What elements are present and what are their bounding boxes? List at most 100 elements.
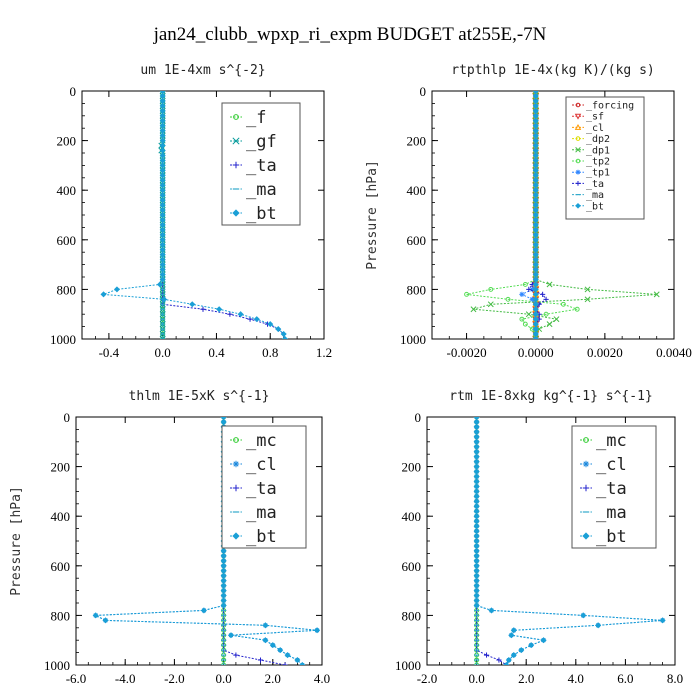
y-axis-label: Pressure [hPa] [9, 486, 24, 596]
series-bt [532, 91, 539, 339]
data-point [584, 296, 591, 303]
y-tick-label: 600 [402, 559, 422, 574]
legend-item: _f [230, 108, 266, 128]
legend-marker [575, 147, 581, 153]
data-point [503, 661, 510, 665]
data-point [262, 622, 269, 629]
legend: _mc _cl _ta _ma _bt [221, 425, 307, 549]
data-point [540, 637, 547, 644]
data-point [532, 335, 539, 339]
y-tick-label: 200 [51, 460, 71, 475]
legend: _f _gf _ta _ma _bt [221, 102, 301, 226]
data-point [253, 316, 260, 323]
data-point [113, 286, 120, 293]
data-point [464, 291, 470, 297]
data-point [275, 326, 282, 333]
y-tick-label: 600 [51, 559, 71, 574]
legend-item: _bt [230, 204, 277, 224]
y-tick-label: 200 [402, 460, 422, 475]
data-point [584, 286, 591, 293]
data-point [505, 296, 511, 302]
panel-title: thlm 1E-5xK s^{-1} [129, 389, 270, 404]
chart-panel-2: rtpthlp 1E-4x(kg K)/(kg s) Pressure [hPa]… [365, 63, 692, 360]
x-tick-label: 0.0 [155, 345, 171, 360]
legend-marker [582, 460, 590, 468]
legend-item: _sf [572, 112, 604, 123]
data-point [281, 335, 289, 339]
panel-title: rtm 1E-8xkg kg^{-1} s^{-1} [449, 389, 653, 404]
legend-label: _f [246, 108, 266, 128]
y-tick-label: 0 [64, 410, 71, 425]
x-tick-label: 0.0020 [587, 345, 623, 360]
x-tick-label: 6.0 [617, 671, 633, 686]
legend-item: _dp2 [572, 134, 610, 145]
data-point [519, 316, 525, 322]
data-point [156, 281, 164, 288]
legend-item: _cl [572, 123, 604, 134]
y-tick-label: 600 [407, 233, 427, 248]
x-tick-label: 4.0 [568, 671, 584, 686]
x-tick-label: -2.0 [164, 671, 185, 686]
x-tick-label: 0.4 [208, 345, 225, 360]
legend-marker [232, 209, 240, 217]
data-point [159, 336, 166, 339]
legend-label: _bt [246, 527, 277, 547]
data-point [525, 311, 532, 318]
y-tick-label: 400 [402, 509, 422, 524]
data-point [528, 642, 535, 649]
data-point [505, 657, 512, 664]
series-line [476, 417, 507, 665]
legend-item: _ma [230, 180, 277, 200]
y-tick-label: 0 [70, 84, 77, 99]
series-group [100, 91, 289, 339]
data-point [216, 306, 223, 313]
x-tick-label: 0.0 [468, 671, 484, 686]
data-point [488, 607, 495, 614]
y-tick-label: 400 [57, 183, 77, 198]
legend-label: _cl [596, 455, 627, 475]
legend-item: _mc [580, 431, 627, 451]
y-tick-label: 400 [407, 183, 427, 198]
x-tick-label: 2.0 [265, 671, 281, 686]
data-point [595, 622, 602, 629]
data-point [282, 662, 288, 665]
legend-label: _tp2 [586, 157, 610, 168]
series-bt [100, 91, 289, 339]
legend-label: _dp1 [586, 145, 610, 156]
legend-marker [582, 532, 590, 540]
data-point [257, 657, 264, 663]
series-bt [473, 417, 666, 665]
legend-item: _ma [572, 190, 604, 201]
data-point [100, 291, 107, 298]
data-point [227, 311, 233, 317]
data-point [487, 301, 494, 308]
data-point [160, 296, 168, 303]
data-point [189, 301, 196, 308]
data-point [280, 331, 287, 338]
legend-label: _ta [596, 479, 627, 499]
legend-box [221, 102, 301, 226]
legend-item: _ta [572, 179, 604, 190]
legend-label: _ma [586, 190, 604, 201]
legend-label: _bt [596, 527, 627, 547]
legend-label: _ta [246, 156, 277, 176]
x-tick-label: -0.4 [99, 345, 120, 360]
y-tick-label: 1000 [400, 332, 426, 347]
x-tick-label: 0.0040 [656, 345, 692, 360]
legend-label: _bt [586, 201, 604, 212]
x-tick-label: 0.0000 [518, 345, 554, 360]
legend-item: _tp2 [572, 157, 610, 168]
data-point [284, 652, 291, 659]
legend-label: _cl [586, 123, 604, 134]
data-point [546, 281, 553, 288]
data-point [526, 286, 532, 292]
legend-item: _tp1 [572, 168, 610, 179]
legend-item: _ta [230, 479, 277, 499]
legend-label: _bt [246, 204, 277, 224]
data-point [574, 306, 580, 312]
data-point [473, 602, 480, 609]
legend-label: _ma [246, 180, 277, 200]
chart-panels: um 1E-4xm s^{-2} -0.4 0.0 0.4 0.8 1.2 0 200 400 6… [9, 63, 692, 686]
chart-panel-4: rtm 1E-8xkg kg^{-1} s^{-1} -2.0 0.0 2.0 4.0 6… [395, 389, 683, 686]
